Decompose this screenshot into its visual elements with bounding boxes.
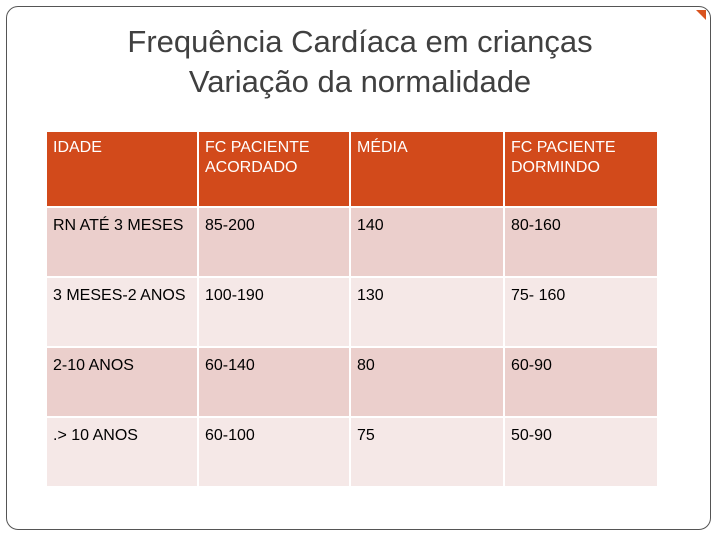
title-line-2: Variação da normalidade	[188, 64, 532, 99]
table-cell: 60-90	[503, 346, 659, 418]
title-line-1: Frequência Cardíaca em crianças	[127, 24, 593, 59]
header-cell-media: MÉDIA	[349, 130, 505, 208]
table-cell: 80-160	[503, 206, 659, 278]
header-cell-fc-dormindo: FC PACIENTE DORMINDO	[503, 130, 659, 208]
header-cell-fc-acordado: FC PACIENTE ACORDADO	[197, 130, 351, 208]
table-cell: RN ATÉ 3 MESES	[45, 206, 199, 278]
header-cell-idade: IDADE	[45, 130, 199, 208]
table-cell: 140	[349, 206, 505, 278]
table-cell: 130	[349, 276, 505, 348]
corner-accent-decoration	[696, 10, 706, 20]
table-cell: 75	[349, 416, 505, 488]
table-row: 2-10 ANOS 60-140 80 60-90	[45, 346, 659, 418]
table-row: RN ATÉ 3 MESES 85-200 140 80-160	[45, 206, 659, 278]
table-row: .> 10 ANOS 60-100 75 50-90	[45, 416, 659, 488]
table-row: 3 MESES-2 ANOS 100-190 130 75- 160	[45, 276, 659, 348]
table-cell: 75- 160	[503, 276, 659, 348]
table-cell: 50-90	[503, 416, 659, 488]
table-cell: 3 MESES-2 ANOS	[45, 276, 199, 348]
table-cell: 100-190	[197, 276, 351, 348]
heart-rate-table: IDADE FC PACIENTE ACORDADO MÉDIA FC PACI…	[45, 130, 659, 488]
table-cell: 2-10 ANOS	[45, 346, 199, 418]
table-cell: 85-200	[197, 206, 351, 278]
table-cell: .> 10 ANOS	[45, 416, 199, 488]
table-header-row: IDADE FC PACIENTE ACORDADO MÉDIA FC PACI…	[45, 130, 659, 208]
slide-frame	[6, 6, 711, 530]
table-cell: 80	[349, 346, 505, 418]
table-cell: 60-100	[197, 416, 351, 488]
slide-title: Frequência Cardíaca em crianças Variação…	[40, 22, 680, 102]
table-cell: 60-140	[197, 346, 351, 418]
